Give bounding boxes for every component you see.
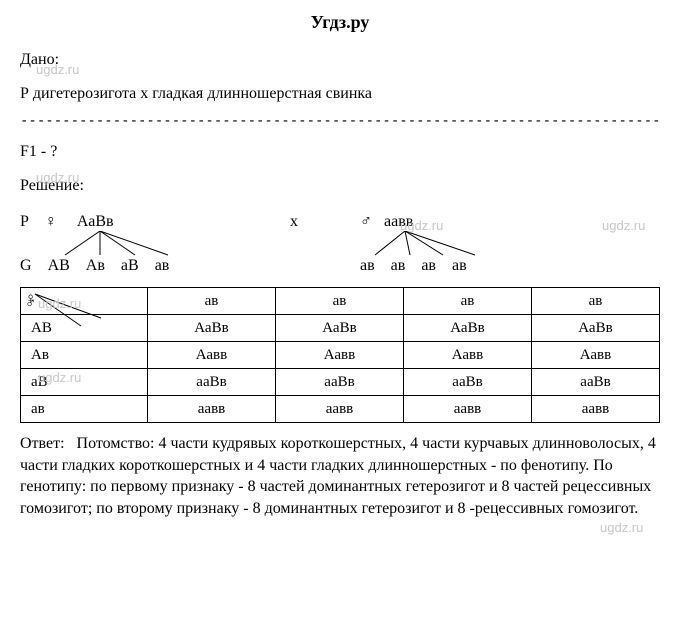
f1-label: F1 - ? [20,143,660,161]
male-gamete-1: ав [391,257,406,274]
answer-block: Ответ: Потомство: 4 части кудрявых корот… [20,433,660,519]
col-header-0: ав [148,288,276,315]
cross-x-label: х [290,213,298,230]
cell: ааВв [404,369,532,396]
corner-diagonal-icon [21,288,131,332]
female-gamete-2: аВ [121,257,139,274]
male-genotype: аавв [384,213,413,230]
col-header-1: ав [276,288,404,315]
female-gamete-0: АВ [48,257,70,274]
cell: аавв [532,396,660,423]
cell: АаВв [276,315,404,342]
male-symbol-icon: ♂ [360,213,372,230]
table-row: Ав Аавв Аавв Аавв Аавв [21,342,660,369]
cell: ааВв [276,369,404,396]
cell: ааВв [148,369,276,396]
cell: Аавв [148,342,276,369]
corner-male-symbol-icon: ♂ [25,295,36,312]
cell: аавв [148,396,276,423]
female-gamete-1: Ав [86,257,105,274]
table-row: аВ ааВв ааВв ааВв ааВв [21,369,660,396]
cell: Аавв [404,342,532,369]
col-header-3: ав [532,288,660,315]
cell: Аавв [532,342,660,369]
cell: АаВв [404,315,532,342]
watermark-text: ugdz.ru [600,520,643,535]
cell: аавв [276,396,404,423]
given-text: Р дигетерозигота х гладкая длинношерстна… [20,85,660,103]
given-label: Дано: [20,51,660,69]
answer-label: Ответ: [20,435,65,452]
cell: АаВв [532,315,660,342]
p-label: Р [20,213,29,230]
table-row: ав аавв аавв аавв аавв [21,396,660,423]
table-row: ♀ ♂ ав ав ав ав [21,288,660,315]
male-gamete-3: ав [452,257,467,274]
row-header-3: ав [21,396,148,423]
cell: ааВв [532,369,660,396]
answer-text: Потомство: 4 части кудрявых короткошерст… [20,435,656,517]
g-label: G [20,257,32,274]
row-header-1: Ав [21,342,148,369]
site-title: Угдз.ру [20,12,660,33]
row-header-2: аВ [21,369,148,396]
female-gamete-3: ав [155,257,170,274]
cell: аавв [404,396,532,423]
solution-label: Решение: [20,177,660,195]
female-genotype: АаВв [77,213,114,230]
punnett-table: ♀ ♂ ав ав ав ав АВ АаВв АаВв АаВв АаВв А… [20,287,660,423]
divider-line: ----------------------------------------… [20,113,660,129]
parent-cross-row: Р ♀ АаВв G АВ Ав аВ [20,213,660,275]
cell: Аавв [276,342,404,369]
corner-cell: ♀ ♂ [21,288,148,315]
male-gamete-0: ав [360,257,375,274]
female-symbol-icon: ♀ [45,213,57,230]
col-header-2: ав [404,288,532,315]
cell: АаВв [148,315,276,342]
male-gamete-2: ав [421,257,436,274]
